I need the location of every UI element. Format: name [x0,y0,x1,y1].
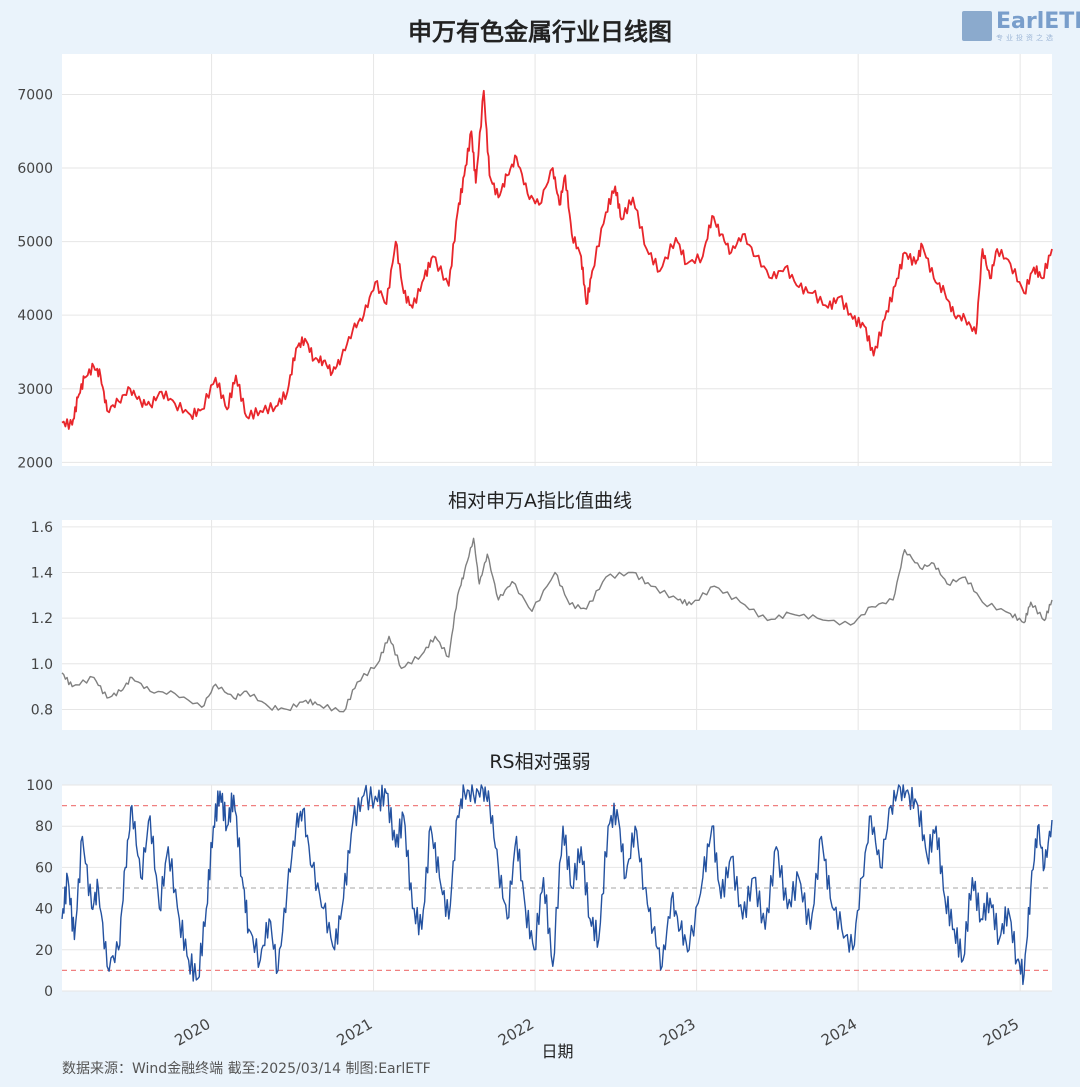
x-axis-label: 日期 [541,1042,574,1061]
ytick-label-2-60: 60 [35,860,53,876]
ytick-label-0-3000: 3000 [17,382,53,398]
ytick-label-0-2000: 2000 [17,455,53,471]
series-line-2-0 [61,784,1053,986]
plot-area-0 [62,54,1052,466]
main-chart-title: 申万有色金属行业日线图 [408,18,672,46]
source-footer: 数据来源：Wind金融终端 截至:2025/03/14 制图:EarlETF [62,1061,431,1077]
series-line-1-0 [61,537,1053,713]
ytick-label-0-4000: 4000 [17,308,53,324]
ytick-label-1-1.4: 1.4 [31,566,53,582]
ytick-label-0-6000: 6000 [17,161,53,177]
ytick-label-2-100: 100 [26,778,53,794]
ytick-label-1-1.6: 1.6 [31,520,53,536]
ytick-label-0-5000: 5000 [17,235,53,251]
series-line-0-0 [61,89,1053,430]
logo-mark-icon [962,11,992,41]
ytick-label-2-0: 0 [44,984,53,1000]
ytick-label-2-20: 20 [35,943,53,959]
plot-area-1 [62,520,1052,730]
ratio-chart-title: 相对申万A指比值曲线 [448,490,632,512]
earletf-logo: EarlETF 专业投资之选 [962,8,1080,44]
ytick-label-2-80: 80 [35,819,53,835]
ytick-label-1-1.2: 1.2 [31,611,53,627]
ytick-label-2-40: 40 [35,902,53,918]
logo-subtext: 专业投资之选 [996,34,1056,42]
rs-chart-title: RS相对强弱 [489,751,591,773]
ytick-label-1-0.8: 0.8 [31,702,53,718]
ytick-label-1-1: 1.0 [31,657,53,673]
ytick-label-0-7000: 7000 [17,87,53,103]
logo-text: EarlETF [996,9,1080,34]
